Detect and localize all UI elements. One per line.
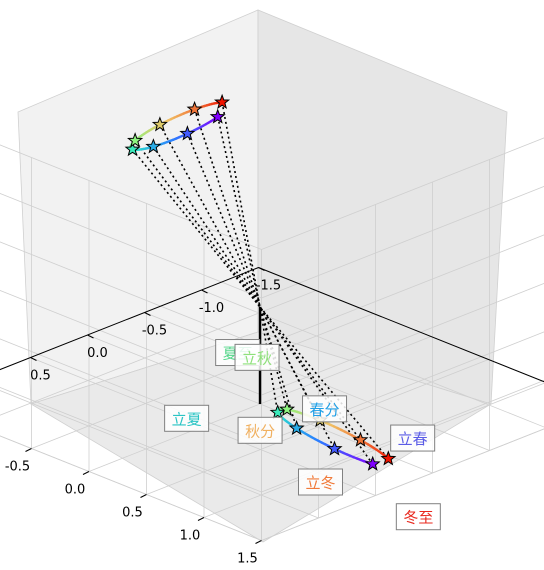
upper-star-marker (127, 132, 144, 148)
lower-star-marker (364, 455, 381, 471)
x-tick-label: 0.5 (122, 506, 143, 521)
upper-star-marker (145, 138, 162, 154)
lower-star-marker (380, 450, 397, 466)
season-label: 秋分 (237, 416, 283, 444)
season-labels: 立春春分立夏夏至立秋秋分立冬冬至 (164, 339, 441, 531)
season-label: 立秋 (234, 343, 280, 371)
x-tick-label: 1.5 (237, 552, 258, 567)
grid-line (0, 192, 262, 299)
y-tick-mark (258, 267, 265, 271)
grid-line (261, 186, 544, 299)
season-label-box (390, 424, 436, 452)
y-tick-label: -0.5 (142, 324, 167, 339)
y-axis-line (258, 267, 544, 383)
upper-star-marker (186, 100, 203, 117)
lower-star-marker (352, 431, 369, 447)
upper-star-marker (179, 125, 196, 141)
lower-star-marker (326, 440, 343, 456)
upper-star-marker (209, 108, 226, 124)
x-tick-mark (25, 448, 32, 452)
y-tick-label: -1.0 (199, 301, 224, 316)
x-tick-label: -0.5 (5, 460, 30, 475)
lower-star-marker (288, 419, 305, 436)
season-label-box (395, 503, 441, 531)
y-tick-mark (30, 357, 37, 361)
x-tick-mark (197, 517, 205, 521)
season-label-box (302, 395, 348, 423)
grid-line (261, 137, 544, 250)
season-label: 立春 (390, 424, 436, 452)
x-tick-mark (82, 471, 90, 475)
tick-labels: -1.5-1.0-0.50.00.51.01.5-1.5-1.0-0.50.00… (5, 267, 281, 567)
season-label-text: 立秋 (242, 349, 272, 367)
x-tick-label: 0.0 (65, 483, 86, 498)
y-tick-label: 0.5 (30, 369, 51, 384)
season-label-box (297, 468, 343, 496)
x-tick-label: 1.0 (180, 529, 201, 544)
season-label-box (164, 404, 210, 432)
back-panes (17, 9, 508, 543)
season-label-text: 冬至 (403, 509, 433, 527)
x-tick-mark (140, 494, 147, 498)
season-label-text: 立夏 (172, 410, 202, 428)
season-label-text: 春分 (310, 401, 340, 419)
grid-line (0, 390, 319, 519)
y-tick-mark (87, 334, 94, 339)
lower-star-marker (279, 400, 296, 417)
y-tick-label: 0.0 (87, 346, 108, 361)
season-label-box (234, 343, 280, 371)
season-label-text: 立春 (398, 430, 428, 448)
season-label-box (237, 416, 283, 444)
x-tick-mark (255, 540, 262, 544)
upper-star-marker (214, 93, 231, 110)
y-tick-mark (201, 289, 208, 294)
grid-line (261, 428, 544, 541)
y-tick-label: -1.5 (256, 279, 281, 294)
season-label-text: 立冬 (305, 474, 335, 492)
season-label: 冬至 (395, 503, 441, 531)
upper-star-marker (151, 116, 168, 132)
y-tick-mark (144, 312, 151, 316)
season-label-text: 秋分 (245, 422, 275, 440)
season-label: 立夏 (164, 404, 210, 432)
season-label: 立冬 (297, 468, 343, 496)
grid-line (0, 144, 262, 250)
upper-star-marker (124, 140, 141, 157)
lower-star-marker (269, 404, 286, 420)
season-label: 春分 (302, 395, 348, 423)
